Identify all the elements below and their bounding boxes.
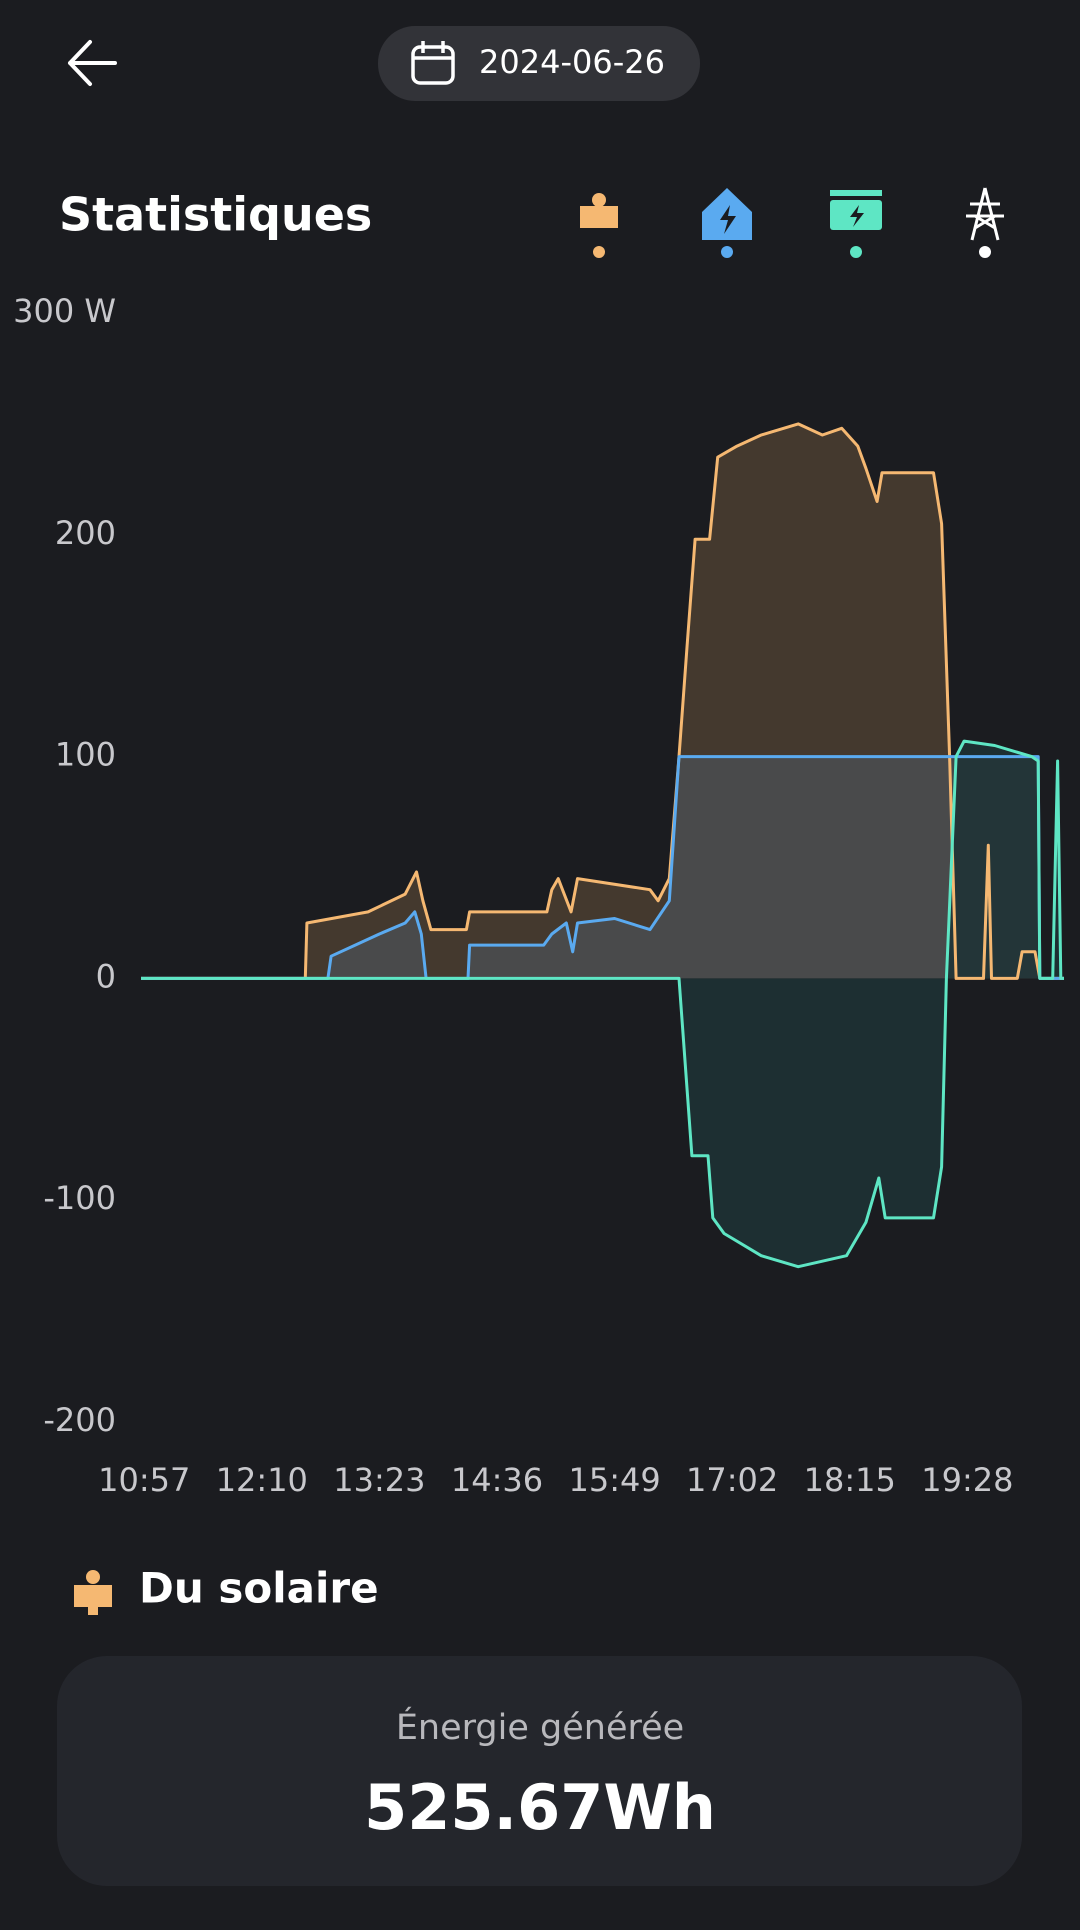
card-label: Énergie générée [396,1706,684,1748]
section-title: Du solaire [139,1564,379,1613]
grid-tab[interactable] [966,187,1004,258]
calendar-icon [411,41,455,85]
battery-tab[interactable] [830,190,882,258]
x-tick-label: 14:36 [451,1461,543,1499]
x-tick-label: 18:15 [804,1461,896,1499]
series-area [141,756,1064,979]
series-line [141,755,1064,980]
chart: -200 -100 0 100 200 300 W 10:57 12:10 13:23 14:36… [13,292,1064,1499]
x-tick-label: 12:10 [216,1461,308,1499]
x-tick-label: 13:23 [333,1461,425,1499]
y-tick-label: 100 [55,736,116,774]
page-title: Statistiques [59,188,372,242]
x-tick-label: 10:57 [98,1461,190,1499]
date-pill[interactable] [378,26,700,101]
solar-section-icon [74,1570,112,1615]
date: 2024-06-26 [479,43,665,81]
x-tick-label: 15:49 [568,1461,660,1499]
y-tick-label: 300 W [13,292,116,330]
series-line [141,422,1064,980]
y-tick-label: -200 [43,1401,116,1439]
x-tick-label: 17:02 [686,1461,778,1499]
solar-tab[interactable] [580,193,618,258]
series-line [141,739,1064,1269]
x-tick-label: 19:28 [921,1461,1013,1499]
y-tick-label: 200 [55,514,116,552]
energy-card [57,1656,1022,1886]
y-tick-label: -100 [43,1179,116,1217]
home-tab[interactable] [702,188,752,258]
card-value: 525.67Wh [364,1771,716,1844]
back-button[interactable] [68,40,117,86]
series-area [141,741,1064,1267]
y-tick-label: 0 [96,957,116,995]
